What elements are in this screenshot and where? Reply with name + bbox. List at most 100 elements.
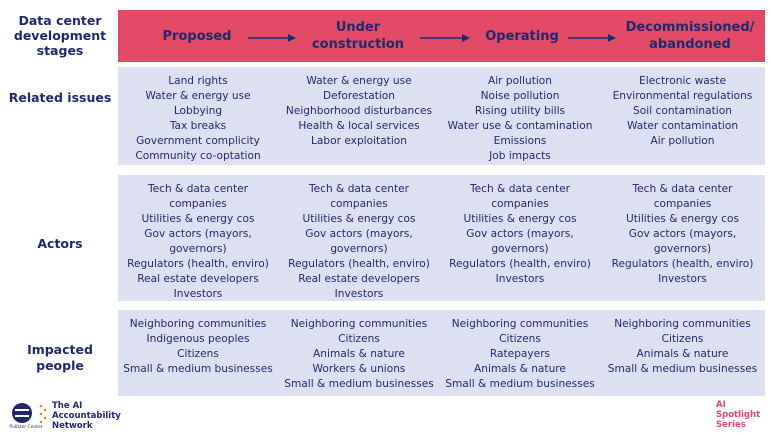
cell-line: Neighboring communities [290, 318, 428, 330]
cell-line: Neighboring communities [614, 318, 751, 330]
cell-line: Water contamination [626, 120, 739, 132]
cell-line: Gov actors (mayors, [305, 228, 413, 240]
cell-line: Animals & nature [474, 363, 566, 375]
cell: Neighboring communities Citizens Ratepayer… [440, 317, 600, 392]
cell-line: Investors [173, 288, 223, 300]
cell-line: Utilities & energy cos [141, 213, 255, 225]
cell-line: Real estate developers [298, 273, 420, 285]
network-name: The AI Accountability Network [52, 401, 121, 431]
cell-line: Utilities & energy cos [302, 213, 416, 225]
header-title: Data center development stages [13, 13, 107, 58]
cell-line: Tax breaks [169, 120, 227, 132]
cell-line: companies [653, 198, 712, 210]
cell: Neighboring communities Indigenous people… [118, 317, 278, 377]
cell-line: Regulators (health, enviro) [288, 258, 430, 270]
stage-label: Proposed [162, 29, 232, 44]
cell-line: Water & energy use [306, 75, 412, 87]
cell-line: Regulators (health, enviro) [127, 258, 269, 270]
cell: Tech & data center companies Utilities & e… [600, 182, 765, 287]
cell-line: Small & medium businesses [284, 378, 434, 390]
cell-line: Small & medium businesses [123, 363, 273, 375]
cell-line: Utilities & energy cos [463, 213, 577, 225]
cell-line: Job impacts [489, 150, 551, 162]
cell-line: Indigenous peoples [146, 333, 250, 345]
cell-line: Gov actors (mayors, [144, 228, 252, 240]
cell-line: Rising utility bills [474, 105, 566, 117]
cell-line: governors) [169, 243, 227, 255]
cell-line: Soil contamination [633, 105, 732, 117]
row-background [118, 175, 765, 301]
row-label: Actors [37, 236, 83, 251]
cell-line: Animals & nature [313, 348, 405, 360]
cell-line: Regulators (health, enviro) [449, 258, 591, 270]
cell-line: Health & local services [298, 120, 420, 132]
cell-line: Water use & contamination [447, 120, 593, 132]
cell: Neighboring communities Citizens Animals &… [600, 317, 765, 377]
cell-line: Gov actors (mayors, [628, 228, 737, 240]
cell: Tech & data center companies Utilities & e… [278, 182, 440, 302]
cell-line: governors) [491, 243, 549, 255]
cell-line: companies [491, 198, 549, 210]
cell: Water & energy use Deforestation Neighborh… [278, 74, 440, 149]
cell: Neighboring communities Citizens Animals &… [278, 317, 440, 392]
cell-line: Labor exploitation [311, 135, 407, 147]
cell-line: Tech & data center [469, 183, 571, 195]
partner-name: Pulitzer Center [9, 425, 43, 430]
cell-line: Ratepayers [489, 348, 551, 360]
cell-line: Electronic waste [639, 75, 726, 87]
row-background [118, 310, 765, 396]
cell-line: Regulators (health, enviro) [611, 258, 754, 270]
cell-line: Utilities & energy cos [626, 213, 739, 225]
cell: Electronic waste Environmental regulation… [600, 74, 765, 149]
cell-line: Citizens [499, 333, 541, 345]
cell-line: Environmental regulations [612, 90, 753, 102]
cell-line: Neighboring communities [129, 318, 267, 330]
cell: Land rights Water & energy use Lobbying Tax… [118, 74, 278, 164]
cell-line: Air pollution [650, 135, 715, 147]
row-label: Related issues [8, 90, 112, 105]
cell-line: Tech & data center [308, 183, 410, 195]
cell-line: Noise pollution [480, 90, 560, 102]
cell-line: Emissions [493, 135, 547, 147]
cell-line: Deforestation [323, 90, 395, 102]
cell-line: Workers & unions [312, 363, 406, 375]
cell-line: Neighborhood disturbances [285, 105, 433, 117]
cell-line: governors) [653, 243, 712, 255]
row-background [118, 67, 765, 165]
cell-line: Tech & data center [632, 183, 733, 195]
cell-line: Citizens [338, 333, 380, 345]
row-label: Impacted people [27, 342, 93, 373]
cell: Air pollution Noise pollution Rising utili… [440, 74, 600, 164]
cell-line: Neighboring communities [451, 318, 589, 330]
cell-line: Investors [658, 273, 707, 285]
cell-line: Community co-optation [135, 150, 261, 162]
cell-line: Small & medium businesses [445, 378, 595, 390]
cell-line: Real estate developers [137, 273, 259, 285]
cell-line: Citizens [661, 333, 704, 345]
series-name: AI Spotlight Series [716, 400, 761, 430]
cell: Tech & data center companies Utilities & e… [440, 182, 600, 287]
cell-line: Air pollution [487, 75, 552, 87]
cell-line: companies [330, 198, 388, 210]
stage-label: Decommissioned/ abandoned [625, 20, 755, 52]
cell-line: Investors [495, 273, 545, 285]
cell-line: Small & medium businesses [607, 363, 758, 375]
cell-line: Lobbying [173, 105, 223, 117]
cell-line: Land rights [168, 75, 228, 87]
stage-label: Under construction [311, 20, 405, 52]
stage-band [118, 10, 765, 62]
cell-line: companies [169, 198, 227, 210]
cell-line: Government complicity [136, 135, 260, 147]
cell-line: Gov actors (mayors, [466, 228, 574, 240]
cell-line: Water & energy use [145, 90, 251, 102]
network-logo [12, 403, 47, 424]
cell-line: Citizens [177, 348, 219, 360]
cell: Tech & data center companies Utilities & e… [118, 182, 278, 302]
cell-line: governors) [330, 243, 388, 255]
stage-label: Operating [485, 29, 559, 44]
cell-line: Animals & nature [636, 348, 729, 360]
cell-line: Tech & data center [147, 183, 249, 195]
cell-line: Investors [334, 288, 384, 300]
